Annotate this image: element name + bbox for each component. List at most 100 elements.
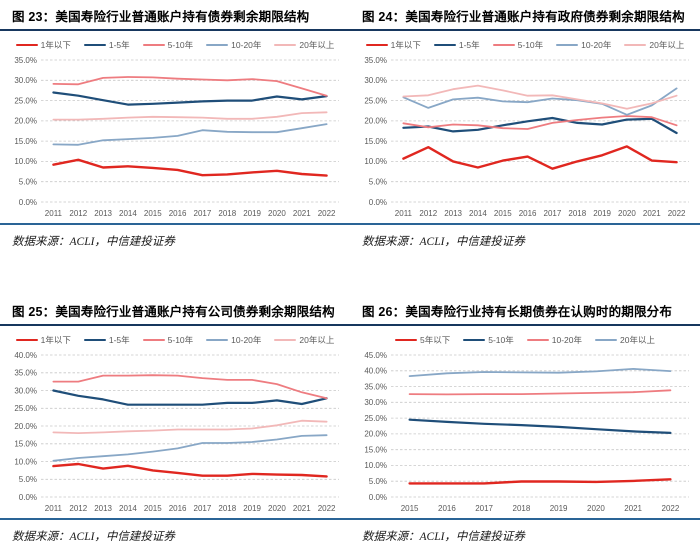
svg-text:2012: 2012	[69, 504, 87, 513]
line-chart-fig26: 0.0% 5.0% 10.0% 15.0% 20.0% 25.0% 30.0% 35.0% 40…	[364, 351, 689, 513]
svg-text:2021: 2021	[293, 209, 311, 218]
legend-line-swatch	[274, 43, 297, 47]
svg-text:35.0%: 35.0%	[14, 56, 37, 65]
legend-item: 1-5年	[83, 39, 130, 51]
svg-text:2019: 2019	[243, 209, 261, 218]
svg-text:2013: 2013	[94, 504, 112, 513]
svg-text:2012: 2012	[69, 209, 87, 218]
svg-text:2017: 2017	[194, 504, 212, 513]
svg-text:2020: 2020	[268, 504, 286, 513]
svg-text:2014: 2014	[469, 209, 487, 218]
svg-text:10.0%: 10.0%	[14, 157, 37, 166]
svg-text:2021: 2021	[643, 209, 661, 218]
svg-text:30.0%: 30.0%	[14, 386, 37, 395]
svg-text:2017: 2017	[475, 504, 493, 513]
figure-row-top: 图 23：美国寿险行业普通账户持有债券剩余期限结构 图 24：美国寿险行业普通账…	[0, 0, 700, 255]
svg-text:0.0%: 0.0%	[19, 198, 37, 207]
figure-title-24: 图 24：美国寿险行业普通账户持有政府债券剩余期限结构	[362, 10, 685, 24]
figure-title-26: 图 26：美国寿险行业持有长期债券在认购时的期限分布	[362, 305, 673, 319]
svg-text:0.0%: 0.0%	[369, 198, 387, 207]
svg-text:2020: 2020	[587, 504, 605, 513]
svg-text:35.0%: 35.0%	[14, 369, 37, 378]
legend-label: 5-10年	[167, 40, 194, 50]
charts-row: 1年以下 1-5年 5-10年 10-20年 20年以上 0.0% 5.0% 10.0% 15…	[0, 31, 700, 220]
svg-text:0.0%: 0.0%	[19, 493, 37, 502]
legend-line-swatch	[15, 338, 38, 342]
legend-label: 20年以上	[620, 335, 655, 345]
svg-text:2022: 2022	[668, 209, 686, 218]
legend-label: 5-10年	[488, 335, 514, 345]
svg-text:5.0%: 5.0%	[369, 477, 387, 486]
legend-item: 1年以下	[15, 39, 71, 51]
figure-titles-row: 图 23：美国寿险行业普通账户持有债券剩余期限结构 图 24：美国寿险行业普通账…	[0, 0, 700, 29]
legend-line-swatch	[624, 43, 647, 47]
legend-item: 1-5年	[433, 39, 480, 51]
svg-text:2018: 2018	[513, 504, 531, 513]
legend-item: 1年以下	[365, 39, 421, 51]
svg-text:2022: 2022	[318, 504, 336, 513]
legend-line-swatch	[433, 43, 456, 47]
legend-line-swatch	[556, 43, 579, 47]
svg-text:2015: 2015	[494, 209, 512, 218]
legend-label: 1年以下	[390, 40, 421, 50]
legend-item: 20年以上	[274, 39, 334, 51]
svg-text:2020: 2020	[618, 209, 636, 218]
svg-text:10.0%: 10.0%	[14, 457, 37, 466]
svg-text:2019: 2019	[550, 504, 568, 513]
legend-item: 10-20年	[526, 334, 583, 346]
svg-text:10.0%: 10.0%	[364, 157, 387, 166]
svg-text:2016: 2016	[169, 209, 187, 218]
legend-line-swatch	[206, 43, 229, 47]
title-rule-divider	[0, 324, 700, 326]
legend-line-swatch	[206, 338, 229, 342]
legend-item: 1-5年	[83, 334, 130, 346]
chart-panel-fig26: 5年以下 5-10年 10-20年 20年以上 0.0% 5.0% 10.0% 15.0% 2…	[350, 326, 700, 515]
legend-label: 10-20年	[551, 335, 583, 345]
svg-text:15.0%: 15.0%	[14, 440, 37, 449]
legend-label: 1-5年	[108, 335, 130, 345]
svg-text:2016: 2016	[169, 504, 187, 513]
line-chart-fig24: 0.0% 5.0% 10.0% 15.0% 20.0% 25.0% 30.0% 35.0% 20…	[364, 56, 689, 218]
svg-text:2016: 2016	[438, 504, 456, 513]
svg-text:2014: 2014	[119, 504, 137, 513]
legend-line-swatch	[463, 338, 486, 342]
legend-item: 20年以上	[274, 334, 334, 346]
svg-text:2019: 2019	[593, 209, 611, 218]
svg-text:30.0%: 30.0%	[364, 76, 387, 85]
svg-text:35.0%: 35.0%	[364, 382, 387, 391]
svg-text:2018: 2018	[218, 504, 236, 513]
legend-fig25: 1年以下 1-5年 5-10年 10-20年 20年以上	[15, 333, 334, 347]
legend-label: 5-10年	[517, 40, 544, 50]
svg-text:2012: 2012	[419, 209, 437, 218]
svg-text:15.0%: 15.0%	[364, 137, 387, 146]
charts-row: 1年以下 1-5年 5-10年 10-20年 20年以上 0.0% 5.0% 10.0% 15…	[0, 326, 700, 515]
svg-text:15.0%: 15.0%	[14, 137, 37, 146]
legend-line-swatch	[365, 43, 388, 47]
legend-label: 5-10年	[167, 335, 194, 345]
chart-panel-fig24: 1年以下 1-5年 5-10年 10-20年 20年以上 0.0% 5.0% 10.0% 15…	[350, 31, 700, 220]
svg-text:5.0%: 5.0%	[19, 475, 37, 484]
legend-item: 5年以下	[395, 334, 450, 346]
svg-text:45.0%: 45.0%	[364, 351, 387, 360]
chart-panel-fig25: 1年以下 1-5年 5-10年 10-20年 20年以上 0.0% 5.0% 10.0% 15…	[0, 326, 350, 515]
svg-text:2020: 2020	[268, 209, 286, 218]
legend-item: 5-10年	[463, 334, 514, 346]
svg-text:25.0%: 25.0%	[14, 404, 37, 413]
svg-text:2013: 2013	[94, 209, 112, 218]
legend-line-swatch	[526, 338, 549, 342]
data-source-fig24: 数据来源：ACLI，中信建投证券	[362, 236, 525, 248]
svg-text:2019: 2019	[243, 504, 261, 513]
svg-text:20.0%: 20.0%	[364, 430, 387, 439]
svg-text:40.0%: 40.0%	[14, 351, 37, 360]
legend-label: 20年以上	[649, 40, 685, 50]
svg-text:2018: 2018	[568, 209, 586, 218]
sources-row: 数据来源：ACLI，中信建投证券 数据来源：ACLI，中信建投证券	[0, 520, 700, 550]
legend-label: 1-5年	[458, 40, 480, 50]
svg-text:2021: 2021	[293, 504, 311, 513]
svg-text:20.0%: 20.0%	[14, 422, 37, 431]
svg-text:30.0%: 30.0%	[14, 76, 37, 85]
figure-titles-row: 图 25：美国寿险行业普通账户持有公司债券剩余期限结构 图 26：美国寿险行业持…	[0, 295, 700, 324]
legend-fig23: 1年以下 1-5年 5-10年 10-20年 20年以上	[15, 38, 334, 52]
legend-line-swatch	[395, 338, 418, 342]
svg-text:40.0%: 40.0%	[364, 367, 387, 376]
